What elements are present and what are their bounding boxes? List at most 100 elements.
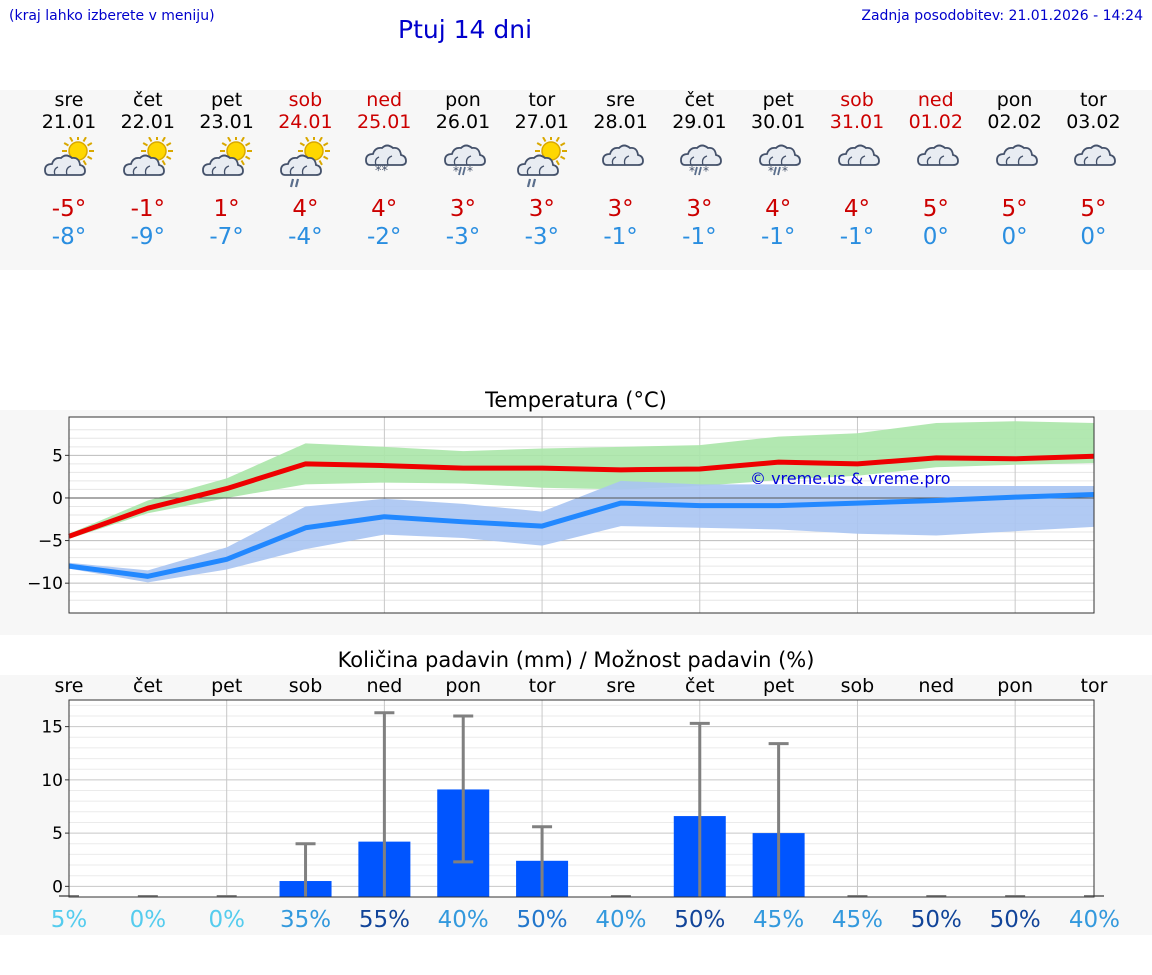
temp-max: 5° [1080,196,1107,222]
sun-cloud-rain-icon [280,137,331,188]
x-category-label: pon [445,675,481,697]
temp-min: -2° [366,224,402,250]
day-name: pet [210,89,243,111]
region-hint[interactable]: (kraj lahko izberete v meniju) [9,8,215,24]
temp-min: -1° [760,224,796,250]
page-title: Ptuj 14 dni [398,15,533,44]
x-category-label: sre [55,675,84,697]
forecast-day: čet 29.01 * * 3° -1° [659,89,739,251]
forecast-day: sob 24.01 4° -4° [265,89,345,251]
precip-probability: 50% [911,907,962,933]
day-name: sob [840,89,874,111]
day-date: 26.01 [435,111,491,133]
temp-max: 4° [371,196,398,222]
precip-probability: 40% [438,907,489,933]
x-category-label: čet [685,675,715,697]
precip-probability: 55% [359,907,410,933]
day-date: 24.01 [278,111,333,133]
day-date: 23.01 [199,111,254,133]
temp-max: -5° [51,196,87,222]
temp-max: 3° [449,196,477,222]
day-name: pon [445,89,481,111]
cloud-sleet-icon: * * [444,144,486,178]
temp-min: -9° [130,224,166,250]
temp-min: -3° [445,224,481,250]
x-category-label: ned [918,675,954,697]
precip-probability: 50% [674,907,725,933]
temp-max: -1° [130,196,166,222]
precip-probability: 0% [130,907,167,933]
plot-frame [68,416,1095,614]
precip-probability: 45% [753,907,804,933]
day-name: tor [1079,89,1107,111]
day-date: 01.02 [908,111,963,133]
day-date: 25.01 [356,111,412,133]
temp-min: 0° [1001,224,1028,250]
cloud-snow-icon: ** [365,144,408,179]
temp-min: -4° [288,224,323,250]
forecast-day: sre 28.01 3° -1° [581,89,661,251]
y-tick-label: 5 [52,824,63,844]
temp-max: 3° [686,196,713,222]
day-name: pon [996,89,1033,111]
cloud-icon [995,144,1038,166]
x-category-label: sob [289,675,323,697]
precip-probability: 40% [1069,907,1120,933]
forecast-day: pon 26.01 * * 3° -3° [423,89,503,251]
y-tick-label: −5 [38,532,63,552]
day-date: 29.01 [672,111,727,133]
y-tick-label: 5 [52,446,63,466]
cloud-sleet-icon: * * [680,144,723,178]
max-temp-range-band [69,421,1094,539]
min-temp-line [68,492,1095,579]
temp-min: -1° [603,224,638,250]
y-tick-label: 10 [41,771,63,791]
min-temp-range-band [69,480,1094,583]
max-temp-line [68,453,1095,539]
sun-cloud-icon [44,137,94,176]
forecast-day: sob 31.01 4° -1° [817,89,897,251]
y-tick-label: 0 [52,877,63,897]
cloud-icon [1074,144,1117,166]
precip-probability: 40% [595,907,646,933]
y-tick-label: 15 [41,718,63,738]
day-name: sre [606,89,636,111]
precip-chart-title: Količina padavin (mm) / Možnost padavin … [337,648,815,672]
cloud-icon [601,144,644,166]
x-category-label: pet [211,675,242,697]
temp-max: 4° [292,196,319,222]
forecast-day: sre 21.01 -5° -8° [29,89,109,251]
x-category-label: tor [1081,675,1108,697]
day-date: 22.01 [120,111,175,133]
precip-probability: 35% [280,907,331,933]
temp-max: 4° [765,196,792,222]
day-name: pet [762,89,794,111]
day-date: 03.02 [1066,111,1121,133]
temp-min: 0° [922,224,949,250]
day-name: ned [366,89,403,111]
day-date: 31.01 [829,111,885,133]
temp-max: 5° [1001,196,1028,222]
cloud-icon [916,144,959,166]
svg-text:**: ** [375,164,389,179]
plot-area [69,700,1094,897]
precip-probability: 50% [990,907,1041,933]
precip-probability: 0% [208,907,245,933]
forecast-day: ned 25.01 ** 4° -2° [344,89,424,251]
sun-cloud-icon [201,137,252,176]
svg-text:*: * [703,164,709,178]
temp-min: -7° [209,224,244,250]
forecast-band [0,90,1152,270]
forecast-day: tor 27.01 3° -3° [502,89,582,251]
temp-max: 3° [528,196,555,222]
forecast-day: tor 03.02 5° 0° [1053,89,1133,251]
day-name: ned [917,89,954,111]
temperature-chart: 5 0 −5 −10 © vreme.us & vreme.pro [27,416,1095,614]
cloud-icon [838,144,880,166]
forecast-day: ned 01.02 5° 0° [896,89,976,251]
svg-text:*: * [467,164,473,178]
precip-probability: 5% [51,907,88,933]
last-update: Zadnja posodobitev: 21.01.2026 - 14:24 [861,8,1143,24]
svg-text:*: * [782,164,788,178]
sun-cloud-rain-icon [516,137,567,188]
